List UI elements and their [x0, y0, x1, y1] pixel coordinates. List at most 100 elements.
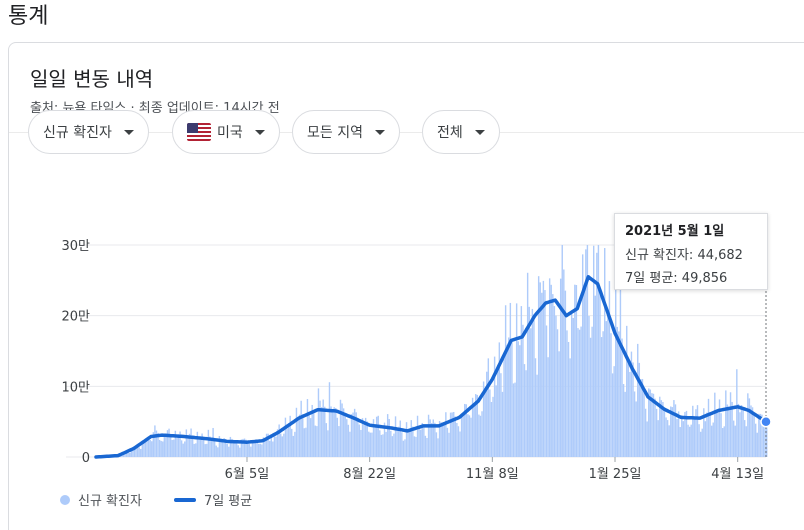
daily-case-bar: [292, 435, 295, 457]
daily-case-bar: [353, 408, 356, 457]
x-tick-label: 8월 22일: [343, 467, 396, 482]
section-title: 통계: [8, 4, 49, 29]
daily-case-bar: [519, 345, 521, 457]
daily-case-bar: [613, 366, 615, 457]
daily-case-bar: [361, 418, 364, 457]
daily-case-bar: [275, 436, 277, 457]
daily-case-bar: [559, 278, 562, 457]
metric-filter-chip[interactable]: 신규 확진자: [28, 110, 149, 154]
daily-case-bar: [372, 419, 375, 457]
y-tick-label: 20만: [61, 310, 90, 325]
daily-case-bar: [600, 337, 603, 457]
daily-case-bar: [431, 423, 433, 457]
daily-case-bar: [125, 452, 128, 457]
country-filter-chip[interactable]: 미국: [172, 110, 280, 154]
daily-case-bar: [163, 433, 166, 457]
daily-case-bar: [380, 434, 383, 457]
daily-case-bar: [182, 443, 184, 457]
daily-case-bar: [369, 432, 372, 457]
daily-case-bar: [173, 439, 175, 457]
daily-case-bar: [339, 399, 342, 457]
daily-case-bar: [453, 411, 455, 457]
daily-case-bar: [212, 427, 214, 457]
daily-case-bar: [451, 412, 453, 457]
daily-case-bar: [344, 413, 346, 457]
daily-case-bar: [605, 321, 607, 457]
daily-case-bar: [407, 431, 409, 457]
daily-case-bar: [207, 429, 210, 457]
daily-case-bar: [743, 420, 746, 457]
daily-case-bar: [226, 443, 228, 457]
daily-case-bar: [366, 421, 368, 457]
x-tick-label: 11월 8일: [466, 467, 519, 482]
daily-case-bar: [676, 419, 678, 457]
metric-filter-label: 신규 확진자: [43, 125, 112, 141]
tooltip-average: 7일 평균: 49,856: [625, 271, 728, 286]
daily-case-bar: [651, 393, 653, 457]
daily-case-bar: [143, 441, 145, 457]
period-filter-chip[interactable]: 전체: [422, 110, 500, 154]
daily-case-bar: [586, 245, 589, 457]
daily-case-bar: [368, 431, 370, 457]
daily-case-bar: [542, 280, 545, 457]
daily-case-bar: [640, 379, 642, 457]
daily-case-bar: [459, 431, 461, 457]
daily-case-bar: [740, 405, 743, 457]
daily-case-bar: [660, 400, 663, 457]
daily-case-bar: [443, 423, 445, 457]
daily-case-bar: [616, 326, 619, 457]
daily-case-bar: [324, 406, 326, 457]
daily-case-bar: [558, 351, 560, 457]
daily-case-bar: [303, 428, 306, 457]
daily-case-bar: [405, 422, 408, 457]
daily-case-bar: [646, 421, 648, 457]
region-filter-chip[interactable]: 모든 지역: [292, 110, 400, 154]
daily-case-bar: [357, 420, 359, 457]
daily-case-bar: [652, 393, 655, 457]
daily-case-bar: [132, 447, 134, 457]
daily-case-bar: [541, 292, 543, 457]
daily-case-bar: [608, 281, 611, 457]
daily-case-bar: [737, 403, 740, 457]
daily-case-bar: [517, 341, 519, 457]
daily-case-bar: [445, 412, 447, 457]
daily-case-bar: [526, 272, 529, 457]
daily-case-bar: [328, 382, 331, 457]
daily-case-bar: [363, 422, 365, 457]
daily-case-bar: [397, 426, 400, 457]
daily-case-bar: [184, 441, 186, 457]
daily-case-bar: [286, 428, 288, 457]
daily-case-bar: [751, 407, 754, 457]
daily-case-bar: [476, 394, 479, 457]
daily-case-bar: [253, 441, 255, 457]
daily-case-bar: [665, 417, 667, 457]
daily-case-bar: [135, 446, 137, 457]
daily-case-bar: [679, 427, 681, 457]
daily-case-bar: [352, 412, 354, 457]
daily-case-bar: [291, 428, 293, 457]
daily-case-bar: [177, 434, 180, 457]
daily-case-bar: [704, 421, 707, 457]
daily-case-bar: [460, 415, 463, 457]
daily-case-bar: [547, 357, 549, 457]
daily-case-bar: [465, 404, 468, 457]
daily-case-bar: [621, 338, 623, 457]
daily-case-bar: [732, 420, 735, 457]
daily-case-bar: [619, 246, 622, 457]
daily-case-bar: [155, 430, 158, 457]
cases-legend-swatch: [60, 494, 70, 505]
daily-case-bar: [467, 414, 469, 457]
daily-case-bar: [218, 435, 221, 457]
daily-case-bar: [402, 440, 405, 457]
daily-case-bar: [257, 443, 260, 457]
daily-case-bar: [152, 432, 155, 457]
daily-case-bar: [748, 398, 751, 457]
daily-case-bar: [424, 435, 427, 457]
daily-case-bar: [379, 430, 381, 457]
daily-case-bar: [536, 374, 538, 457]
daily-case-bar: [635, 401, 637, 457]
daily-case-bar: [311, 404, 313, 457]
daily-case-bar: [456, 422, 458, 457]
daily-case-bar: [166, 430, 169, 457]
